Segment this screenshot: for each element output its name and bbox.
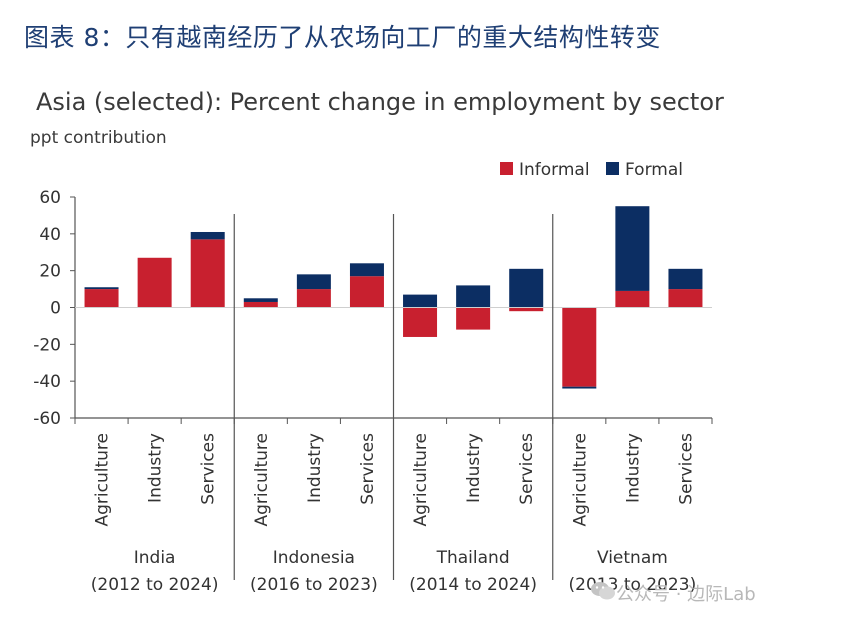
bar-informal	[84, 289, 119, 308]
bar-informal	[243, 301, 278, 308]
bar-formal	[456, 285, 491, 308]
bar-informal	[349, 276, 384, 308]
bar-informal	[668, 289, 703, 308]
figure-title: 图表 8：只有越南经历了从农场向工厂的重大结构性转变	[24, 23, 661, 52]
watermark: 公众号 · 边际Lab	[616, 584, 756, 605]
bar-informal	[137, 257, 172, 308]
bar-formal	[296, 274, 331, 290]
group-period-label: (2016 to 2023)	[250, 575, 378, 595]
bar-formal	[509, 268, 544, 308]
y-tick-label: 60	[39, 188, 61, 208]
bar-informal	[562, 307, 597, 387]
y-tick-label: -60	[33, 409, 61, 429]
bar-informal	[403, 307, 438, 337]
bar-informal	[615, 290, 650, 308]
legend-label-informal: Informal	[519, 160, 590, 180]
bar-formal	[243, 298, 278, 302]
category-label: Industry	[464, 433, 484, 503]
y-tick-label: -40	[33, 372, 61, 392]
bar-informal	[296, 289, 331, 308]
category-label: Agriculture	[252, 433, 272, 527]
chart-title: Asia (selected): Percent change in emplo…	[36, 88, 724, 116]
wechat-icon	[591, 582, 615, 600]
legend-swatch-informal	[500, 162, 513, 175]
bar-formal	[668, 268, 703, 290]
category-label: Services	[676, 433, 696, 505]
category-label: Agriculture	[570, 433, 590, 527]
group-label: Thailand	[436, 548, 510, 568]
category-label: Services	[358, 433, 378, 505]
y-tick-label: 20	[39, 262, 61, 282]
category-label: Agriculture	[93, 433, 113, 527]
y-axis-unit-label: ppt contribution	[30, 128, 167, 148]
bar-formal	[190, 231, 225, 240]
group-label: Vietnam	[597, 548, 668, 568]
bar-informal	[456, 307, 491, 330]
bar-formal	[615, 206, 650, 291]
legend-swatch-formal	[606, 162, 619, 175]
group-label: India	[134, 548, 176, 568]
bar-formal	[403, 294, 438, 308]
legend-label-formal: Formal	[625, 160, 683, 180]
y-tick-label: -20	[33, 335, 61, 355]
bar-formal	[84, 287, 119, 290]
category-label: Agriculture	[411, 433, 431, 527]
bar-informal	[509, 307, 544, 312]
category-label: Industry	[623, 433, 643, 503]
bar-formal	[349, 263, 384, 277]
category-label: Services	[199, 433, 219, 505]
bar-formal	[562, 386, 597, 389]
category-label: Industry	[305, 433, 325, 503]
bar-informal	[190, 239, 225, 308]
group-period-label: (2012 to 2024)	[91, 575, 219, 595]
category-label: Services	[517, 433, 537, 505]
y-tick-label: 0	[50, 299, 61, 319]
y-tick-label: 40	[39, 225, 61, 245]
group-period-label: (2014 to 2024)	[409, 575, 537, 595]
group-label: Indonesia	[273, 548, 355, 568]
category-label: Industry	[146, 433, 166, 503]
